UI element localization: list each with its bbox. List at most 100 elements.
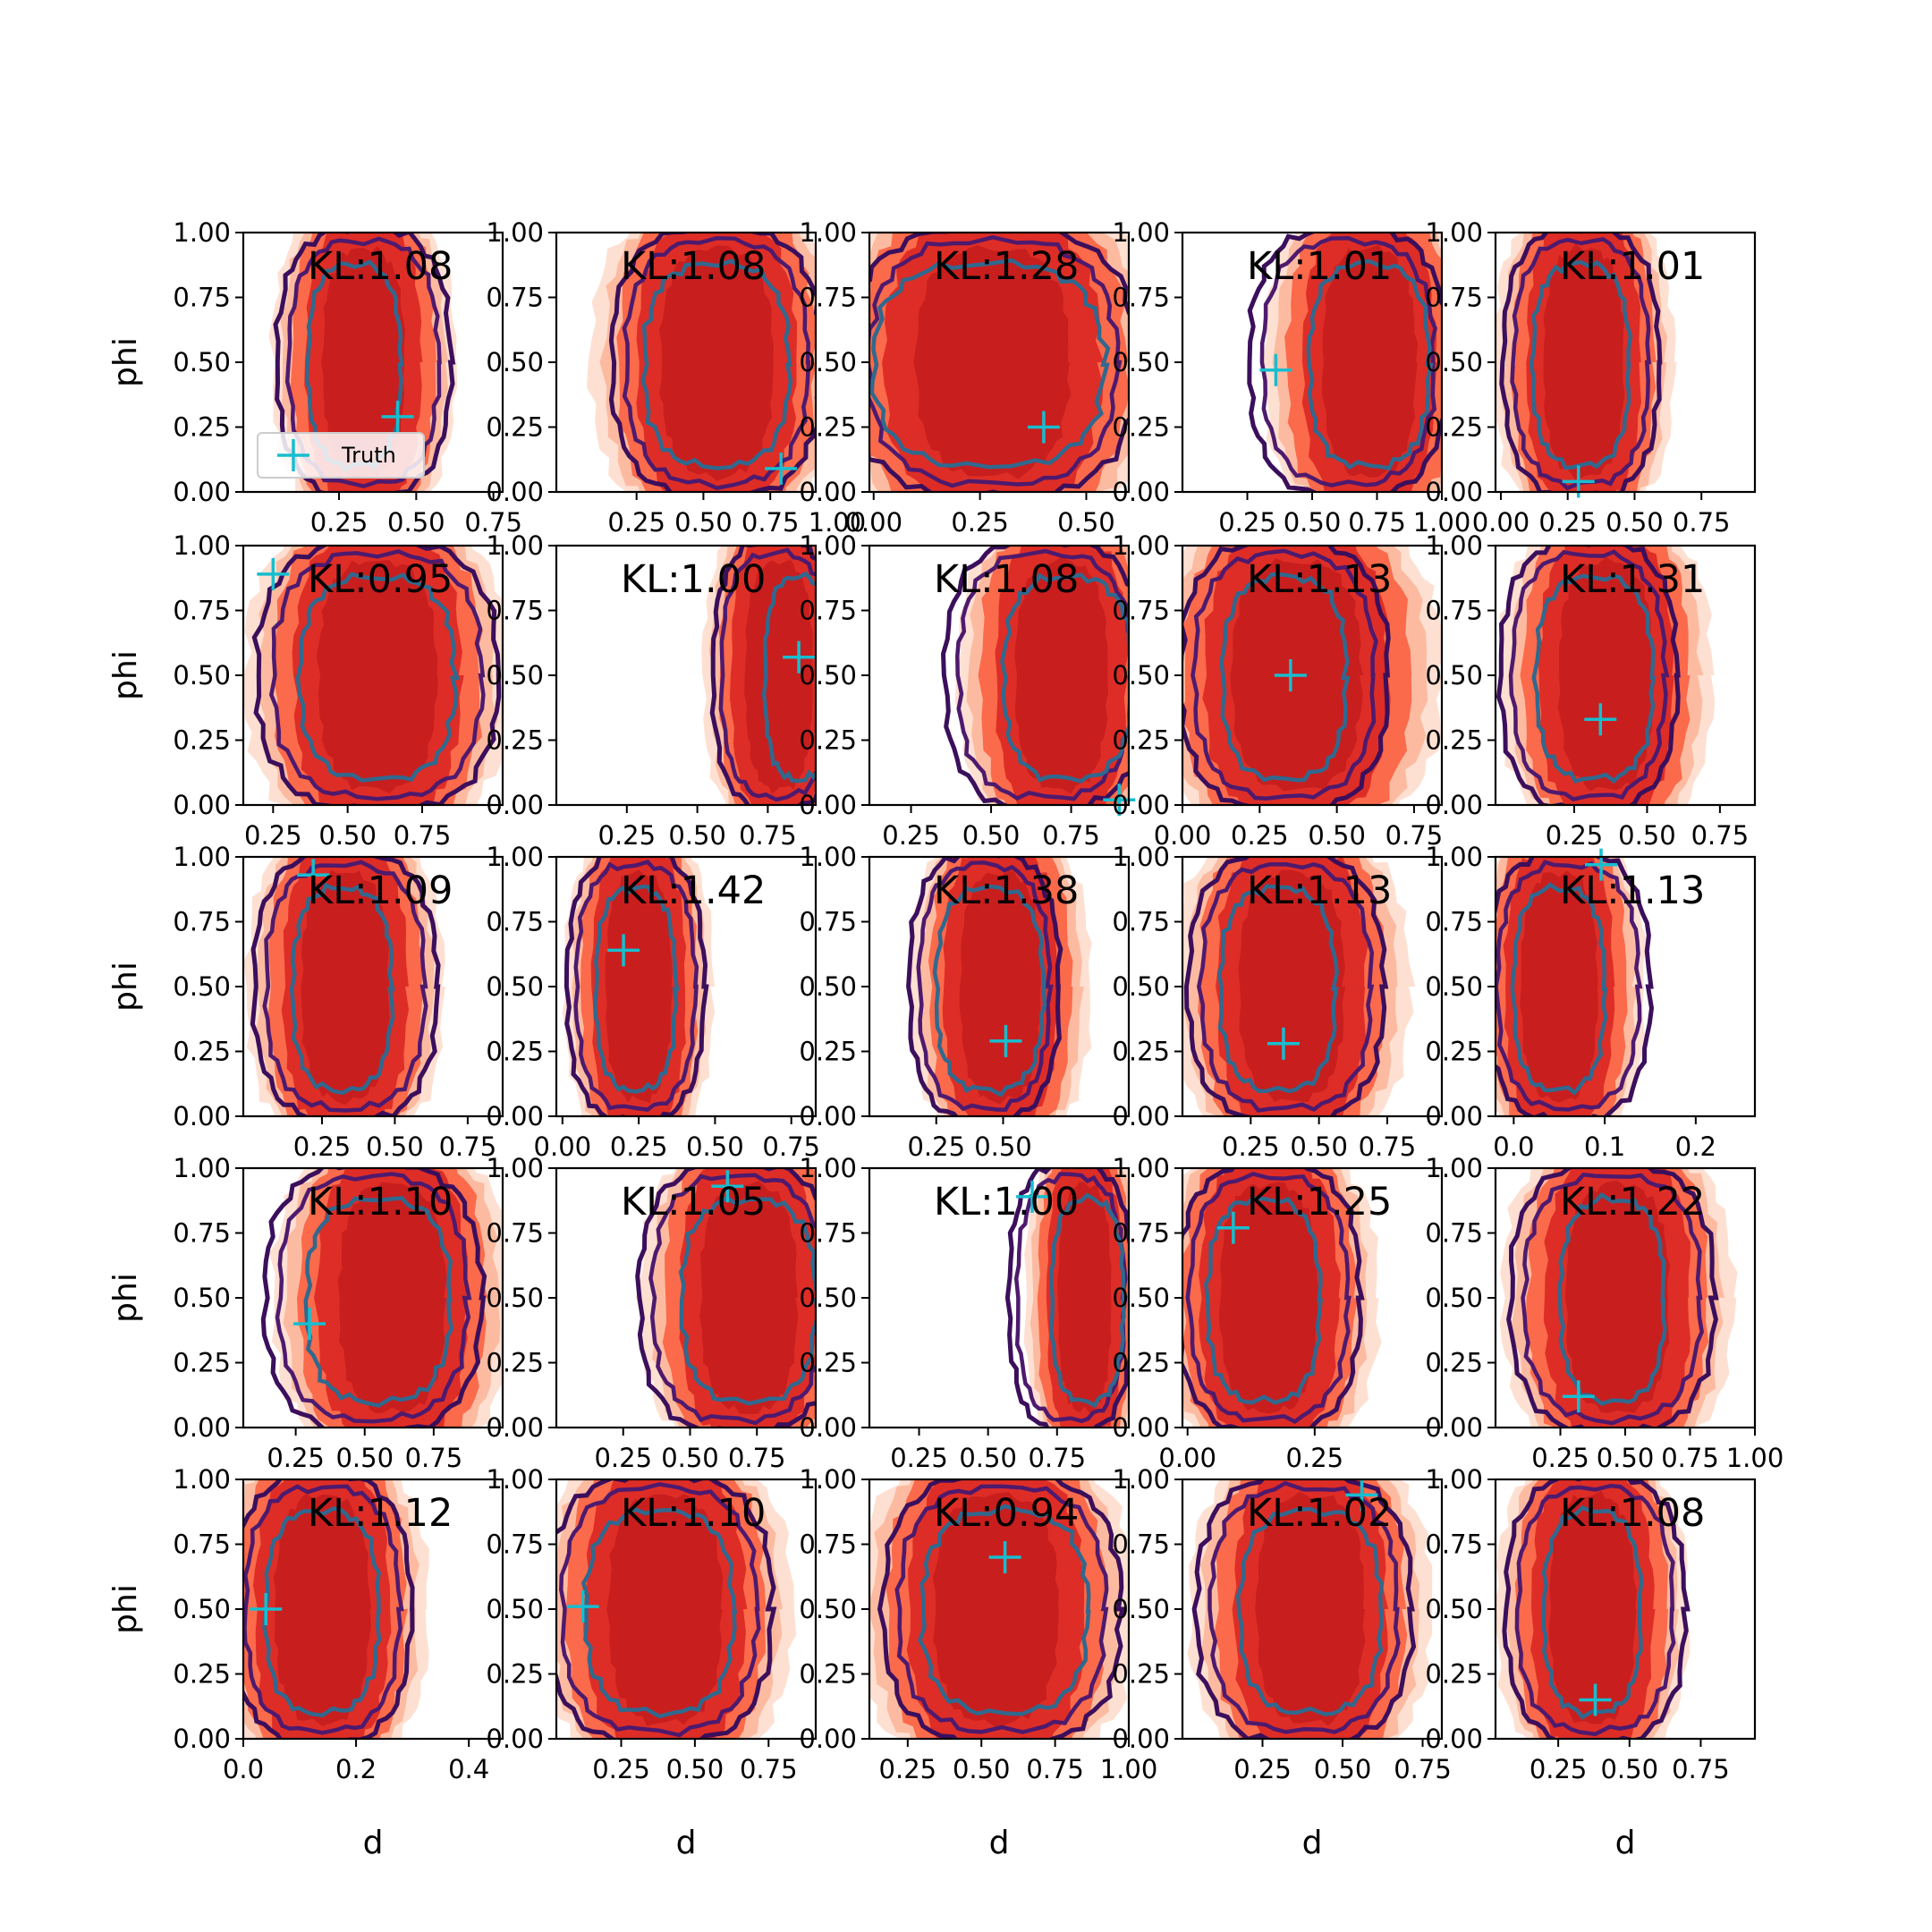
contour-middle bbox=[243, 1484, 404, 1735]
y-tick-label: 0.50 bbox=[173, 1594, 231, 1624]
x-tick-label: 0.50 bbox=[1314, 1754, 1372, 1784]
x-tick-label: 0.50 bbox=[1284, 507, 1342, 538]
y-tick-label: 1.00 bbox=[1112, 1153, 1170, 1183]
subplot-6: 0.00 0.25 0.50 0.75 1.00 0.25 0.50 0.75 KL:0.95 p… bbox=[107, 530, 504, 851]
x-axis-label: d bbox=[363, 1825, 384, 1861]
density-fill-level-5 bbox=[959, 870, 1041, 1105]
x-tick-label: 0.75 bbox=[1673, 507, 1731, 538]
subplot-18: 0.00 0.25 0.50 0.75 1.00 0.25 0.50 0.75 KL:1.00 bbox=[799, 1153, 1131, 1473]
subplot-2: 0.00 0.25 0.50 0.75 1.00 0.25 0.50 0.75 1.00 KL:1… bbox=[486, 217, 866, 538]
x-tick-label: 0.50 bbox=[962, 820, 1021, 851]
y-tick-label: 0.25 bbox=[1425, 1659, 1483, 1690]
y-tick-label: 0.50 bbox=[1112, 1283, 1170, 1313]
y-tick-label: 0.25 bbox=[1425, 412, 1483, 443]
contour-outer bbox=[243, 1479, 415, 1739]
x-tick-label: 0.75 bbox=[762, 1131, 820, 1162]
x-tick-label: 0.50 bbox=[1597, 1443, 1655, 1473]
kl-annotation: KL:1.10 bbox=[308, 1180, 453, 1224]
y-tick-label: 0.25 bbox=[1425, 725, 1483, 756]
y-tick-label: 0.75 bbox=[1112, 1218, 1170, 1249]
truth-marker bbox=[783, 640, 816, 674]
contour-inner bbox=[592, 884, 680, 1094]
density-fill-level-5 bbox=[1218, 1182, 1320, 1414]
truth-marker bbox=[381, 400, 414, 433]
contour-middle bbox=[648, 1173, 816, 1426]
density-fill-level-5 bbox=[301, 869, 390, 1106]
truth-marker bbox=[1562, 1380, 1595, 1413]
contour-outer bbox=[1496, 546, 1681, 805]
y-tick-label: 0.25 bbox=[486, 725, 544, 756]
x-tick-label: 0.50 bbox=[1308, 820, 1366, 851]
density-fill-level-5 bbox=[913, 245, 1072, 479]
x-tick-label: 0.75 bbox=[1385, 820, 1444, 851]
y-tick-label: 0.75 bbox=[173, 907, 231, 937]
truth-marker bbox=[1345, 1479, 1378, 1512]
y-tick-label: 0.00 bbox=[799, 1101, 857, 1131]
x-tick-label: 0.50 bbox=[668, 820, 726, 851]
y-tick-label: 1.00 bbox=[799, 530, 857, 561]
contour-middle bbox=[559, 1482, 761, 1738]
x-tick-label: 1.00 bbox=[1413, 507, 1471, 538]
contour-inner bbox=[289, 882, 395, 1096]
density-fill-level-5 bbox=[1255, 1491, 1366, 1726]
contour-middle bbox=[1510, 237, 1651, 491]
contour-middle bbox=[1496, 860, 1643, 1112]
y-tick-label: 0.50 bbox=[486, 660, 544, 691]
plot-area bbox=[268, 233, 458, 492]
x-tick-label: 0.25 bbox=[610, 1131, 668, 1162]
x-tick-label: 0.4 bbox=[448, 1754, 489, 1784]
truth-marker bbox=[1216, 1211, 1250, 1244]
y-tick-label: 0.50 bbox=[486, 1283, 544, 1313]
y-tick-label: 1.00 bbox=[1112, 530, 1170, 561]
truth-marker bbox=[297, 859, 330, 892]
contour-inner bbox=[580, 1507, 738, 1719]
truth-marker bbox=[765, 452, 798, 485]
x-tick-label: 0.25 bbox=[1530, 1754, 1588, 1784]
density-fill-level-5 bbox=[699, 1181, 799, 1415]
x-tick-label: 0.75 bbox=[1661, 1443, 1719, 1473]
x-tick-label: 0.75 bbox=[405, 1443, 463, 1473]
contour-inner bbox=[918, 1504, 1091, 1716]
y-tick-label: 0.75 bbox=[486, 596, 544, 626]
x-tick-label: 0.25 bbox=[592, 1754, 650, 1784]
x-axis-label: d bbox=[1615, 1825, 1636, 1861]
contour-outer bbox=[251, 546, 502, 805]
kl-annotation: KL:1.09 bbox=[308, 869, 453, 913]
y-tick-label: 1.00 bbox=[799, 217, 857, 248]
contour-inner bbox=[640, 258, 793, 470]
subplot-21: 0.00 0.25 0.50 0.75 1.00 0.0 0.2 0.4 KL:1.12 phi d bbox=[107, 1464, 504, 1861]
truth-marker bbox=[988, 1541, 1021, 1573]
contour-middle bbox=[1185, 1172, 1352, 1425]
subplot-20: 0.000.250.500.751.000.25 0.50 0.75 1.00KL:1… bbox=[1425, 1153, 1784, 1473]
contour-outer bbox=[1182, 1168, 1365, 1428]
truth-marker bbox=[1585, 848, 1618, 881]
y-tick-label: 0.75 bbox=[1112, 907, 1170, 937]
plot-area bbox=[1004, 1168, 1129, 1428]
kl-annotation: KL:1.05 bbox=[621, 1180, 766, 1224]
y-tick-label: 0.50 bbox=[1425, 347, 1483, 377]
y-tick-label: 1.00 bbox=[486, 217, 544, 248]
contour-middle bbox=[1514, 1483, 1676, 1737]
kl-annotation: KL:1.01 bbox=[1560, 244, 1705, 289]
y-tick-label: 0.75 bbox=[486, 1218, 544, 1249]
x-tick-label: 0.50 bbox=[974, 1131, 1032, 1162]
subplot-17: 0.00 0.25 0.50 0.75 1.00 0.25 0.50 0.75 KL:1.05 bbox=[486, 1153, 818, 1473]
y-tick-label: 1.00 bbox=[1112, 842, 1170, 872]
y-tick-label: 1.00 bbox=[799, 1464, 857, 1495]
truth-marker bbox=[711, 1170, 744, 1203]
y-tick-label: 1.00 bbox=[1425, 1153, 1483, 1183]
contour-inner bbox=[761, 571, 816, 784]
subplot-1: 0.00 0.25 0.50 0.75 1.00 0.25 0.50 0.75 KL:1.08 p… bbox=[107, 217, 522, 538]
x-tick-label: 0.25 bbox=[1222, 1131, 1280, 1162]
density-fill-level-5 bbox=[273, 1493, 372, 1726]
y-tick-label: 0.50 bbox=[173, 660, 231, 691]
contour-outer bbox=[608, 233, 816, 492]
x-tick-label: 0.75 bbox=[1691, 820, 1750, 851]
plot-area bbox=[1496, 857, 1655, 1116]
subplot-12: 0.00 0.25 0.50 0.75 1.00 0.00 0.25 0.50 0.75 KL:1… bbox=[486, 842, 820, 1162]
plot-area bbox=[869, 233, 1129, 492]
y-tick-label: 0.50 bbox=[1112, 971, 1170, 1002]
plot-area bbox=[556, 1479, 797, 1739]
contour-inner bbox=[1306, 258, 1434, 471]
y-tick-label: 1.00 bbox=[486, 1153, 544, 1183]
